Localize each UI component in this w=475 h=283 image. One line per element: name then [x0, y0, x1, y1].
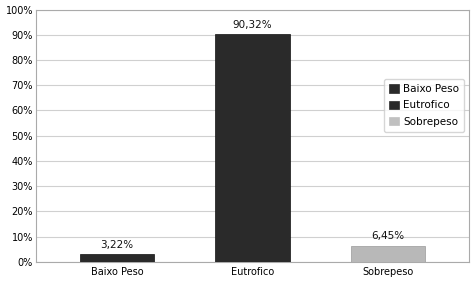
Bar — [351, 246, 426, 262]
Legend: Baixo Peso, Eutrofico, Sobrepeso: Baixo Peso, Eutrofico, Sobrepeso — [384, 79, 464, 132]
Text: 3,22%: 3,22% — [101, 240, 133, 250]
Bar — [215, 34, 290, 262]
Text: 90,32%: 90,32% — [233, 20, 273, 30]
Bar — [80, 254, 154, 262]
Text: 6,45%: 6,45% — [371, 231, 405, 241]
